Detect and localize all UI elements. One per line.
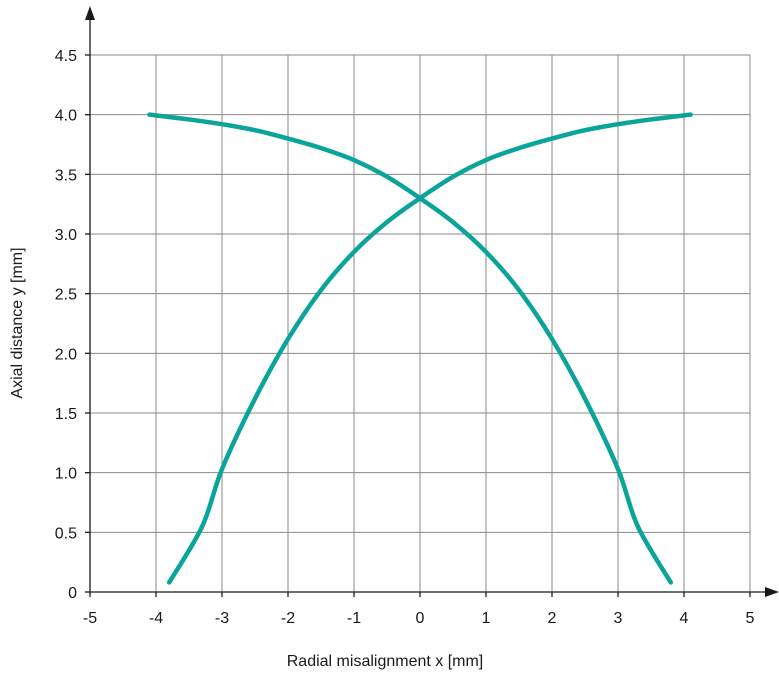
- y-tick-label: 0: [68, 585, 77, 602]
- y-tick-label: 2.5: [55, 287, 77, 304]
- x-tick-label: 1: [482, 610, 491, 627]
- series-group: [147, 112, 693, 585]
- x-tick-labels: -5 -4 -3 -2 -1 0 1 2 3 4 5: [83, 592, 755, 627]
- y-tick-label: 3.5: [55, 167, 77, 184]
- x-tick-label: -4: [149, 610, 163, 627]
- x-tick-label: -5: [83, 610, 97, 627]
- y-tick-labels: 0 0.5 1.0 1.5 2.0 2.5 3.0 3.5 4.0 4.5: [55, 48, 90, 602]
- x-axis-title: Radial misalignment x [mm]: [287, 653, 484, 670]
- series-line-1: [166, 112, 693, 585]
- series-line-2: [147, 112, 674, 585]
- x-tick-label: -3: [215, 610, 229, 627]
- y-axis-arrow: [85, 6, 95, 20]
- x-tick-label: 3: [614, 610, 623, 627]
- y-tick-label: 4.5: [55, 48, 77, 65]
- y-tick-label: 3.0: [55, 227, 77, 244]
- x-tick-label: 5: [746, 610, 755, 627]
- y-tick-label: 2.0: [55, 346, 77, 363]
- y-tick-label: 1.5: [55, 406, 77, 423]
- x-tick-label: -2: [281, 610, 295, 627]
- x-axis-arrow: [765, 587, 779, 597]
- x-tick-label: -1: [347, 610, 361, 627]
- x-tick-label: 0: [416, 610, 425, 627]
- y-axis-title: Axial distance y [mm]: [9, 247, 26, 398]
- axes: [85, 6, 779, 597]
- x-tick-label: 4: [680, 610, 689, 627]
- grid: [90, 54, 751, 592]
- y-tick-label: 4.0: [55, 108, 77, 125]
- x-tick-label: 2: [548, 610, 557, 627]
- y-tick-label: 1.0: [55, 466, 77, 483]
- y-tick-label: 0.5: [55, 525, 77, 542]
